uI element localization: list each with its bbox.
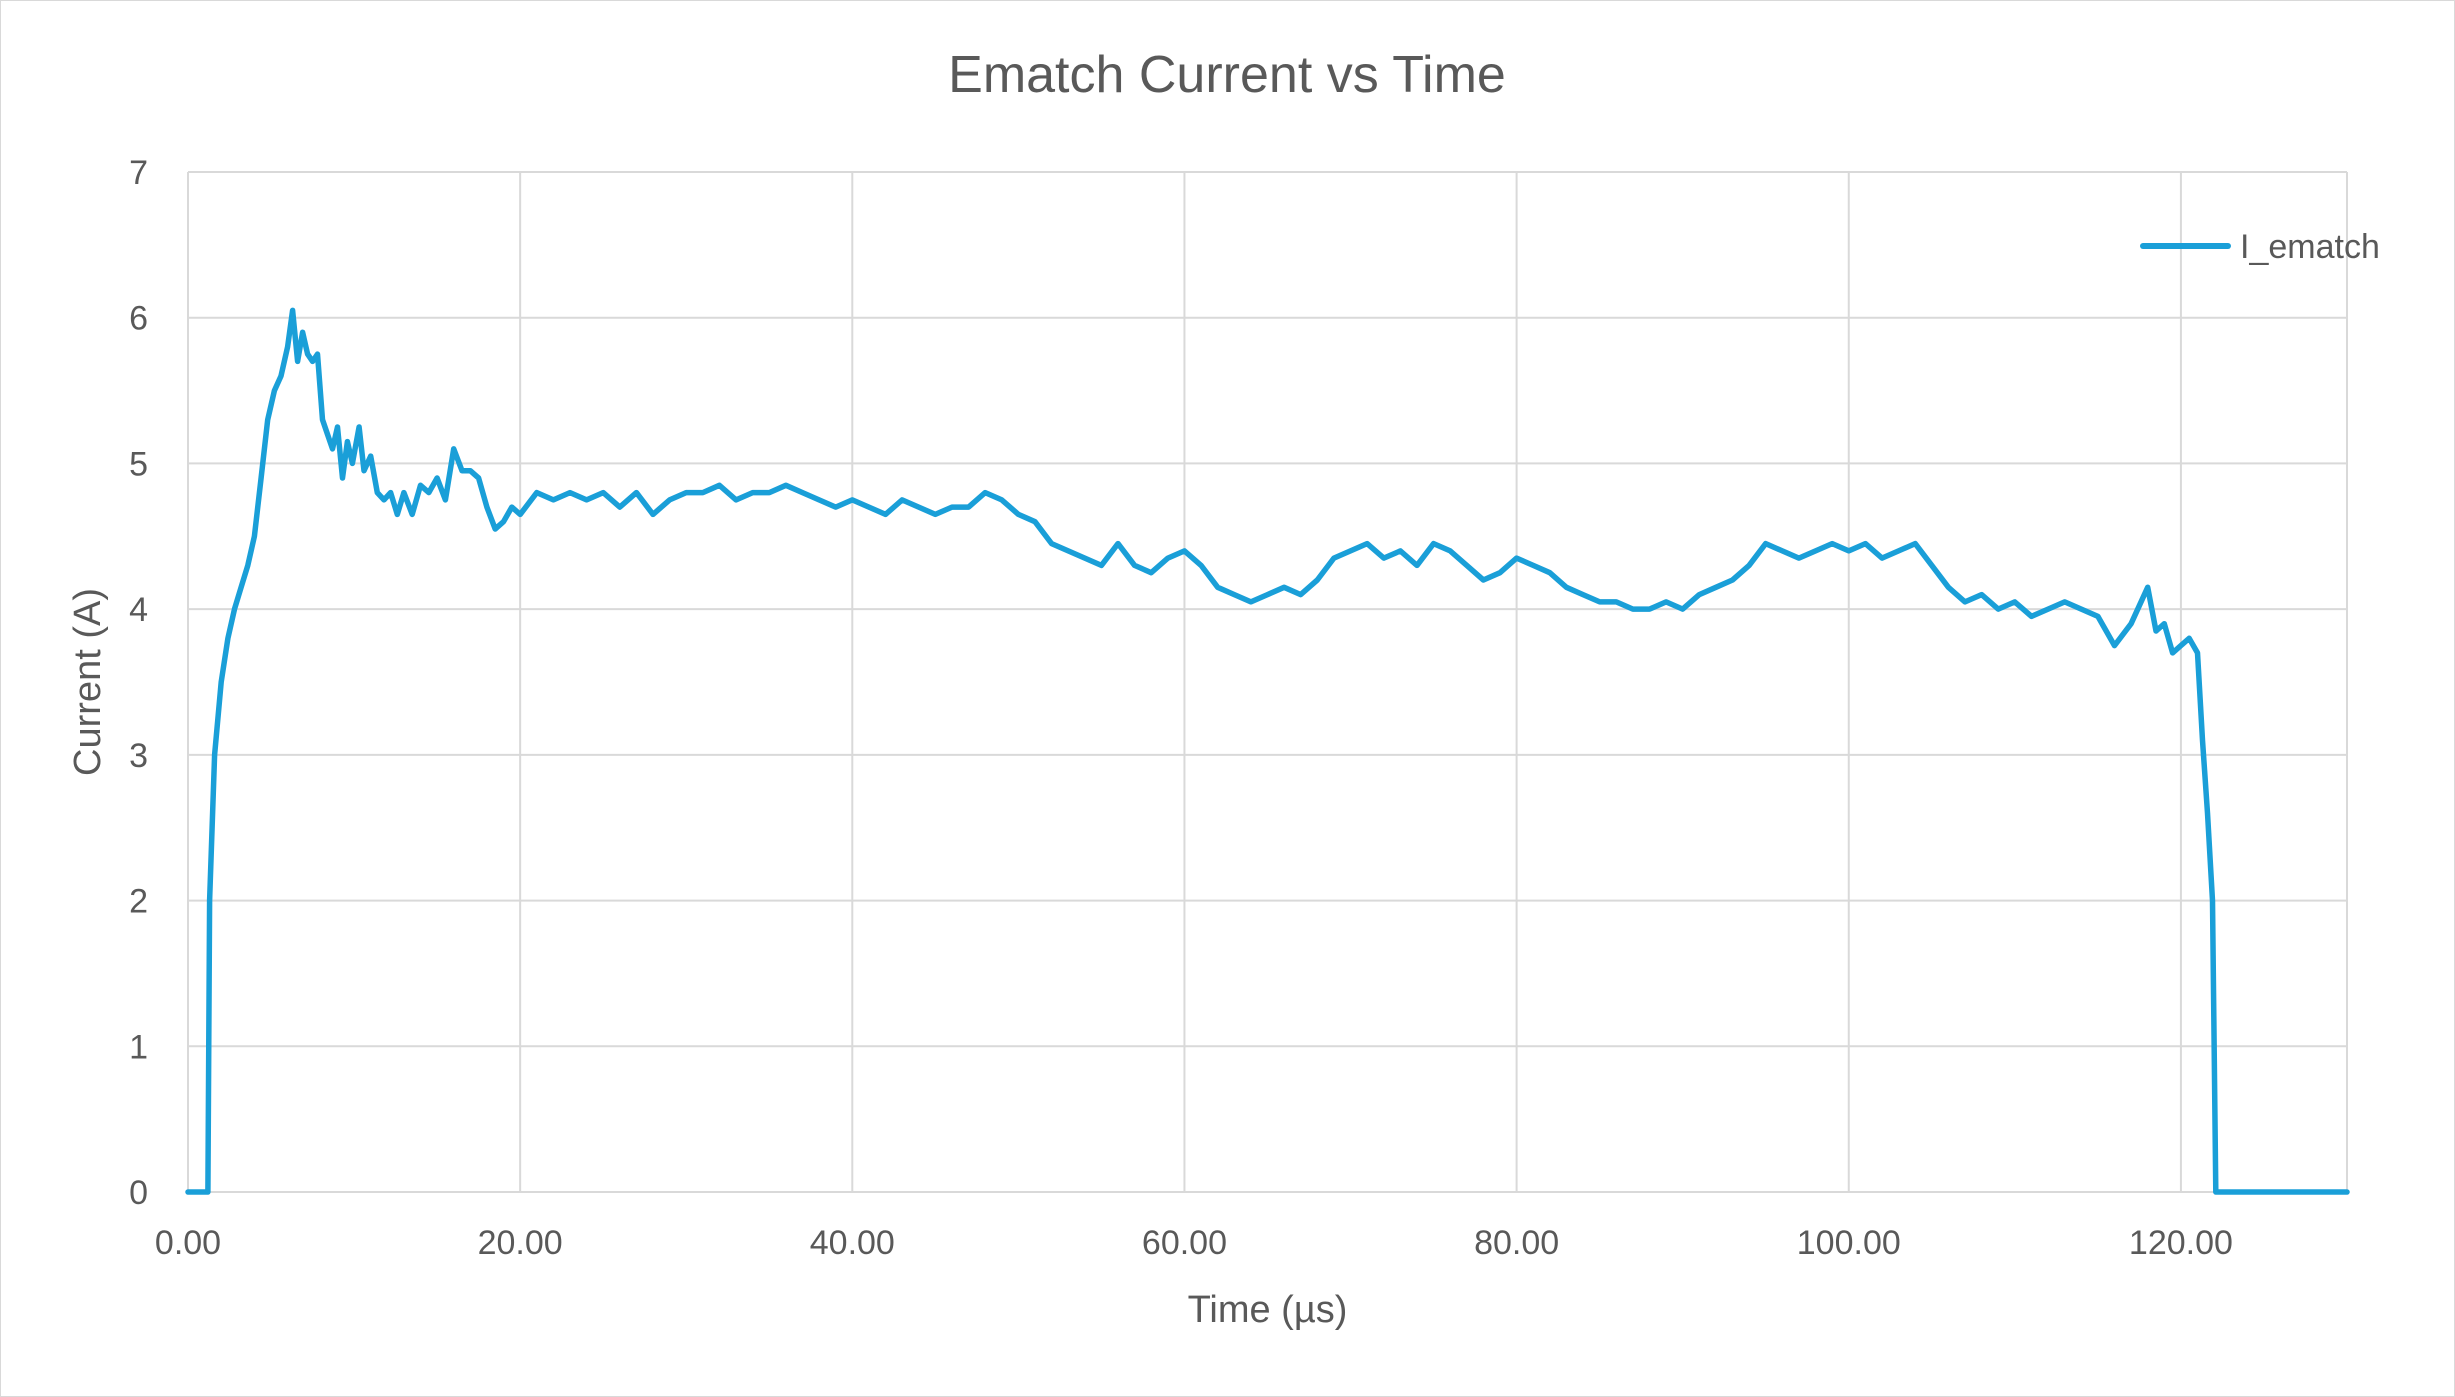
y-tick-label: 7: [129, 154, 148, 192]
x-tick-label: 20.00: [478, 1224, 563, 1262]
x-tick-label: 60.00: [1142, 1224, 1227, 1262]
y-axis-ticks: 0 1 2 3 4 5 6 7: [129, 154, 148, 1212]
y-tick-label: 5: [129, 445, 148, 483]
y-tick-label: 2: [129, 883, 148, 921]
x-tick-label: 40.00: [810, 1224, 895, 1262]
grid: [187, 171, 2348, 1193]
series-line-i-ematch: [185, 307, 2350, 1195]
legend-label: I_ematch: [2240, 228, 2380, 266]
x-tick-label: 100.00: [1797, 1224, 1901, 1262]
y-tick-label: 4: [129, 591, 148, 629]
x-tick-label: 80.00: [1474, 1224, 1559, 1262]
y-tick-label: 1: [129, 1028, 148, 1066]
x-tick-label: 120.00: [2129, 1224, 2233, 1262]
y-axis-title: Current (A): [67, 588, 109, 776]
legend: I_ematch: [2140, 228, 2380, 266]
x-axis-ticks: 0.00 20.00 40.00 60.00 80.00 100.00 120.00: [155, 1224, 2233, 1262]
y-tick-label: 0: [129, 1174, 148, 1212]
x-axis-title: Time (µs): [1188, 1289, 1348, 1331]
chart-title: Ematch Current vs Time: [948, 46, 1506, 104]
x-tick-label: 0.00: [155, 1224, 221, 1262]
y-tick-label: 6: [129, 300, 148, 338]
y-tick-label: 3: [129, 737, 148, 775]
